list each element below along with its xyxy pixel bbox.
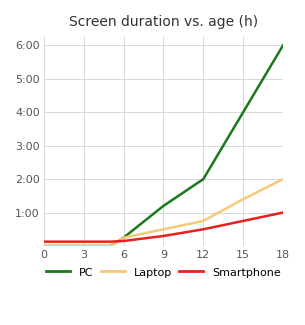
Title: Screen duration vs. age (h): Screen duration vs. age (h) [69, 15, 258, 29]
Legend: PC, Laptop, Smartphone: PC, Laptop, Smartphone [41, 263, 285, 282]
